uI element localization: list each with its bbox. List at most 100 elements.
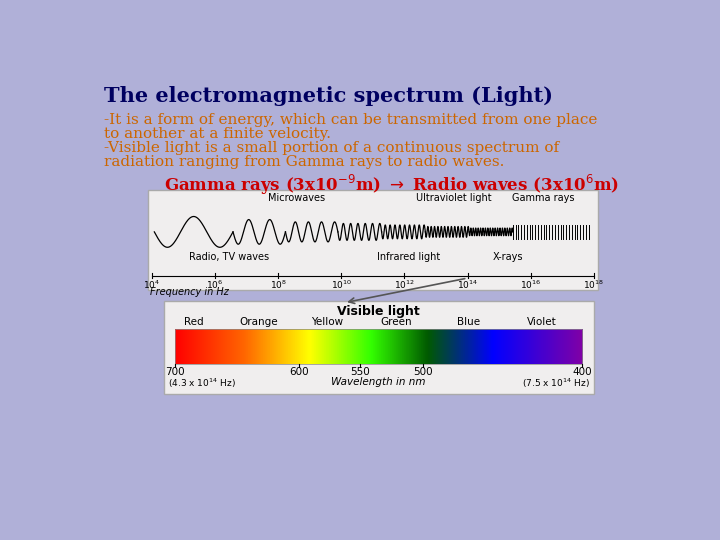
Bar (331, 329, 333, 363)
Bar (485, 329, 486, 363)
Bar (418, 329, 419, 363)
Text: Microwaves: Microwaves (268, 193, 325, 204)
Bar (268, 329, 269, 363)
Bar (194, 329, 195, 363)
Bar (525, 329, 526, 363)
Bar (424, 329, 426, 363)
Bar (517, 329, 518, 363)
Bar (347, 329, 348, 363)
Bar (515, 329, 516, 363)
Bar (351, 329, 352, 363)
Bar (387, 329, 389, 363)
Text: Infrared light: Infrared light (377, 252, 441, 262)
Text: 500: 500 (413, 367, 433, 377)
Text: $10^{10}$: $10^{10}$ (330, 279, 352, 291)
Bar (238, 329, 239, 363)
Bar (518, 329, 519, 363)
Bar (322, 329, 323, 363)
Bar (377, 329, 379, 363)
Bar (321, 329, 322, 363)
Bar (363, 329, 364, 363)
Bar (244, 329, 245, 363)
Bar (271, 329, 273, 363)
Bar (339, 329, 341, 363)
Bar (305, 329, 307, 363)
Text: Blue: Blue (457, 316, 480, 327)
Bar (472, 329, 473, 363)
Bar (295, 329, 297, 363)
Bar (528, 329, 530, 363)
Bar (419, 329, 420, 363)
Bar (225, 329, 226, 363)
Text: (4.3 x 10$^{14}$ Hz): (4.3 x 10$^{14}$ Hz) (168, 377, 235, 390)
Bar (255, 329, 256, 363)
Bar (318, 329, 320, 363)
Bar (569, 329, 570, 363)
Bar (481, 329, 482, 363)
Bar (536, 329, 538, 363)
Bar (555, 329, 556, 363)
Bar (462, 329, 463, 363)
Bar (265, 329, 266, 363)
Text: 700: 700 (166, 367, 185, 377)
Bar (218, 329, 219, 363)
Bar (504, 329, 505, 363)
Bar (346, 329, 347, 363)
Bar (359, 329, 360, 363)
Bar (248, 329, 250, 363)
Bar (271, 329, 272, 363)
Bar (260, 329, 261, 363)
Bar (351, 329, 353, 363)
Bar (490, 329, 492, 363)
Bar (535, 329, 536, 363)
Bar (340, 329, 341, 363)
Bar (236, 329, 238, 363)
Bar (572, 329, 574, 363)
Bar (502, 329, 503, 363)
Bar (398, 329, 400, 363)
Bar (207, 329, 208, 363)
Bar (277, 329, 278, 363)
Bar (243, 329, 244, 363)
Bar (246, 329, 247, 363)
Bar (384, 329, 386, 363)
Bar (483, 329, 484, 363)
Bar (278, 329, 279, 363)
Bar (292, 329, 293, 363)
Bar (284, 329, 286, 363)
Bar (316, 329, 318, 363)
Bar (408, 329, 409, 363)
Bar (487, 329, 488, 363)
Bar (413, 329, 414, 363)
Bar (372, 329, 373, 363)
Bar (568, 329, 569, 363)
Bar (343, 329, 344, 363)
Bar (463, 329, 464, 363)
Bar (270, 329, 271, 363)
Bar (230, 329, 231, 363)
Bar (449, 329, 450, 363)
Bar (267, 329, 269, 363)
Bar (225, 329, 227, 363)
Bar (266, 329, 267, 363)
Bar (393, 329, 394, 363)
Bar (403, 329, 404, 363)
Bar (320, 329, 321, 363)
Text: $10^{14}$: $10^{14}$ (457, 279, 478, 291)
Bar (514, 329, 516, 363)
Bar (475, 329, 476, 363)
Bar (307, 329, 308, 363)
Bar (305, 329, 306, 363)
Bar (302, 329, 303, 363)
Bar (245, 329, 246, 363)
Bar (242, 329, 243, 363)
Bar (423, 329, 424, 363)
Text: $10^6$: $10^6$ (207, 279, 224, 291)
Bar (313, 329, 314, 363)
Bar (299, 329, 300, 363)
Bar (369, 329, 370, 363)
Bar (175, 329, 582, 363)
Bar (437, 329, 438, 363)
Bar (374, 329, 376, 363)
Bar (564, 329, 565, 363)
